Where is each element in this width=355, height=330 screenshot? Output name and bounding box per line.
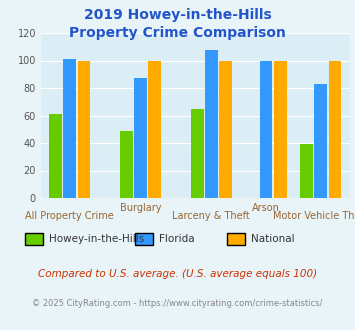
Bar bbox=[328, 60, 341, 198]
Text: Motor Vehicle Theft: Motor Vehicle Theft bbox=[273, 211, 355, 221]
Bar bbox=[314, 84, 327, 198]
Bar bbox=[300, 145, 313, 198]
Text: Burglary: Burglary bbox=[120, 203, 161, 213]
Text: Larceny & Theft: Larceny & Theft bbox=[173, 211, 250, 221]
Bar bbox=[49, 114, 62, 198]
Bar bbox=[64, 59, 76, 198]
Text: © 2025 CityRating.com - https://www.cityrating.com/crime-statistics/: © 2025 CityRating.com - https://www.city… bbox=[32, 299, 323, 308]
Bar bbox=[205, 50, 218, 198]
Text: National: National bbox=[251, 234, 295, 244]
Text: 2019 Howey-in-the-Hills: 2019 Howey-in-the-Hills bbox=[84, 8, 271, 22]
Text: Florida: Florida bbox=[159, 234, 195, 244]
Bar bbox=[134, 79, 147, 198]
Text: Property Crime Comparison: Property Crime Comparison bbox=[69, 26, 286, 40]
Bar bbox=[191, 109, 203, 198]
Bar bbox=[274, 60, 286, 198]
Text: Compared to U.S. average. (U.S. average equals 100): Compared to U.S. average. (U.S. average … bbox=[38, 269, 317, 279]
Bar bbox=[120, 131, 133, 198]
Text: Arson: Arson bbox=[252, 203, 280, 213]
Text: All Property Crime: All Property Crime bbox=[26, 211, 114, 221]
Bar bbox=[148, 60, 161, 198]
Bar bbox=[260, 60, 272, 198]
Bar bbox=[77, 60, 90, 198]
Text: Howey-in-the-Hills: Howey-in-the-Hills bbox=[49, 234, 144, 244]
Bar bbox=[219, 60, 232, 198]
